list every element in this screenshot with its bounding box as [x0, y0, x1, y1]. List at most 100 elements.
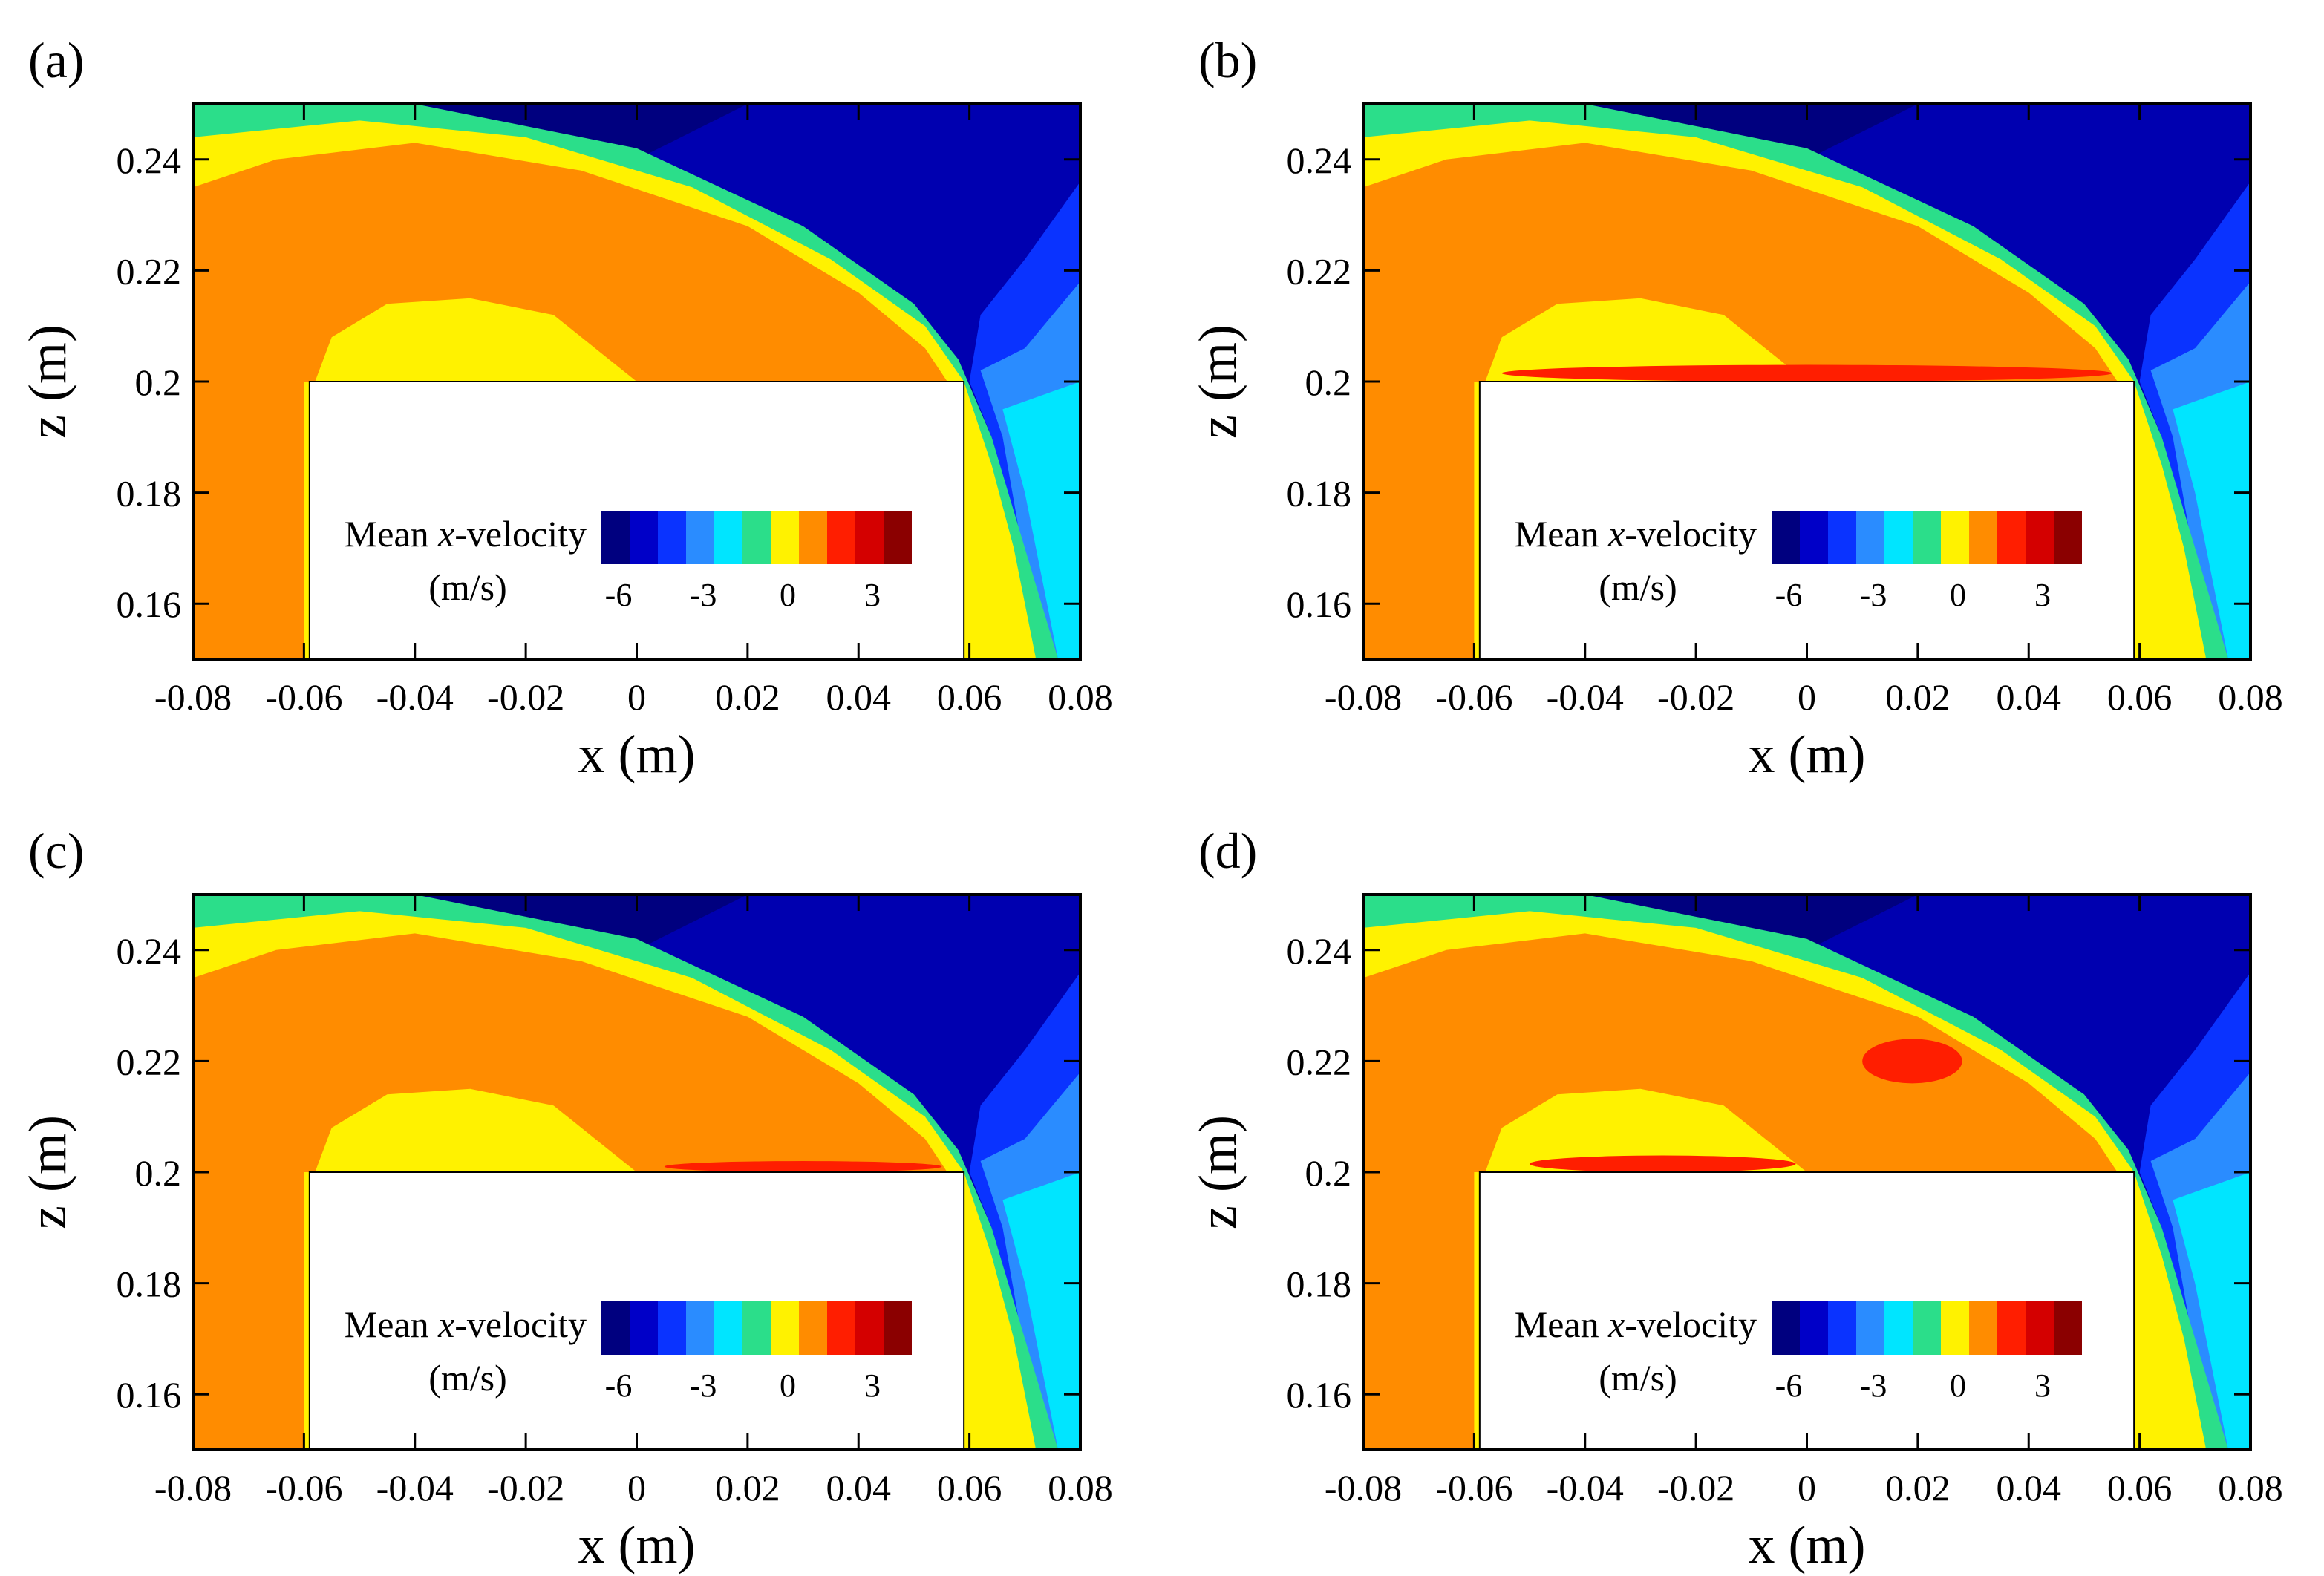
x-tick-label: -0.08 — [154, 1467, 232, 1508]
panel: -0.08 -0.06 -0.04 -0.02 0 0.02 0.04 0.06 0.08 0.1… — [18, 823, 1113, 1575]
legend-swatch — [1997, 1301, 2026, 1355]
x-tick-label: 0.06 — [937, 1467, 1002, 1508]
legend-swatch — [630, 1301, 658, 1355]
legend-tick-label: -3 — [690, 1367, 717, 1404]
legend-tick-label: 0 — [1950, 577, 1966, 613]
x-tick-label: -0.08 — [1325, 1467, 1402, 1508]
legend-tick-label: -3 — [690, 577, 717, 613]
legend-swatch — [827, 1301, 855, 1355]
x-tick-label: 0.04 — [826, 676, 892, 718]
panel: -0.08 -0.06 -0.04 -0.02 0 0.02 0.04 0.06 0.08 0.1… — [1188, 32, 2283, 784]
region-cyan — [2173, 1172, 2250, 1450]
legend-title-var: x — [437, 513, 454, 555]
legend-swatch — [1800, 511, 1828, 564]
x-tick-label: 0 — [1798, 1467, 1816, 1508]
legend-swatch — [1856, 1301, 1884, 1355]
x-tick-label: -0.08 — [1325, 676, 1402, 718]
legend-swatch — [771, 1301, 799, 1355]
legend-tick-label: 0 — [780, 577, 796, 613]
legend-swatch — [884, 511, 912, 564]
y-tick-label: 0.2 — [1305, 362, 1352, 403]
legend-title-var: x — [1607, 1304, 1625, 1345]
legend-swatch — [658, 1301, 686, 1355]
region-pocket — [1485, 298, 1807, 382]
x-axis-label: x (m) — [578, 725, 696, 784]
panel: -0.08 -0.06 -0.04 -0.02 0 0.02 0.04 0.06 0.08 0.1… — [1188, 823, 2283, 1575]
legend-title: Mean x-velocity — [345, 1304, 587, 1345]
legend-unit: (m/s) — [1599, 1357, 1677, 1399]
y-tick-label: 0.16 — [117, 583, 182, 625]
x-tick-label: 0.06 — [2107, 1467, 2173, 1508]
x-tick-label: 0 — [627, 676, 646, 718]
legend-swatch — [714, 1301, 742, 1355]
y-tick-label: 0.2 — [135, 1152, 182, 1194]
region-positive-red — [1530, 1155, 1796, 1172]
panel-label: (a) — [28, 32, 84, 88]
x-tick-label: 0.02 — [715, 676, 780, 718]
legend-swatch — [1997, 511, 2026, 564]
legend-tick-label: 0 — [1950, 1367, 1966, 1404]
x-tick-label: 0.06 — [2107, 676, 2173, 718]
legend-title-var: x — [437, 1304, 454, 1345]
x-axis-label: x (m) — [1749, 725, 1866, 784]
y-tick-label: 0.22 — [1287, 250, 1352, 292]
region-orange — [193, 933, 947, 1450]
region-positive-red — [1501, 364, 2112, 382]
y-tick-label: 0.18 — [117, 1263, 182, 1305]
legend-tick-label: -6 — [605, 577, 633, 613]
region-pocket — [315, 1088, 637, 1172]
legend-swatch — [799, 1301, 827, 1355]
legend-title-pre: Mean — [345, 513, 438, 555]
legend-swatch — [2026, 1301, 2054, 1355]
legend-swatch — [1913, 511, 1941, 564]
y-tick-label: 0.18 — [1287, 473, 1352, 514]
legend-swatch — [827, 511, 855, 564]
legend-swatch — [742, 511, 771, 564]
panel: -0.08 -0.06 -0.04 -0.02 0 0.02 0.04 0.06 0.08 0.1… — [18, 32, 1113, 784]
legend-title-pre: Mean — [345, 1304, 438, 1345]
legend-swatch — [1969, 511, 1997, 564]
y-tick-label: 0.18 — [117, 473, 182, 514]
legend-unit: (m/s) — [428, 566, 507, 608]
legend-tick-label: -6 — [1775, 577, 1803, 613]
legend-tick-label: -3 — [1860, 577, 1887, 613]
legend-title-post: -velocity — [454, 513, 587, 555]
legend-swatch — [1856, 511, 1884, 564]
y-tick-label: 0.2 — [1305, 1152, 1352, 1194]
region-negative — [1806, 895, 2250, 1450]
legend-title: Mean x-velocity — [1515, 1304, 1757, 1345]
legend-swatch — [1828, 1301, 1856, 1355]
legend-swatch — [1941, 511, 1969, 564]
legend-swatch — [2026, 511, 2054, 564]
y-tick-label: 0.18 — [1287, 1263, 1352, 1305]
region-negative — [636, 895, 1080, 1450]
legend-swatch — [1884, 511, 1913, 564]
legend-swatch — [855, 511, 884, 564]
y-tick-label: 0.2 — [135, 362, 182, 403]
legend-title: Mean x-velocity — [1515, 513, 1757, 555]
y-tick-label: 0.16 — [1287, 1374, 1352, 1416]
legend-swatch — [855, 1301, 884, 1355]
legend-tick-label: 3 — [2034, 577, 2051, 613]
panel-label: (c) — [28, 823, 84, 879]
legend-swatch — [630, 511, 658, 564]
x-tick-label: 0.04 — [1997, 1467, 2062, 1508]
legend-swatch — [884, 1301, 912, 1355]
x-tick-label: -0.06 — [1435, 676, 1512, 718]
legend-tick-label: -6 — [1775, 1367, 1803, 1404]
legend-swatch — [1772, 511, 1800, 564]
legend-tick-label: 0 — [780, 1367, 796, 1404]
x-tick-label: -0.02 — [487, 1467, 564, 1508]
x-tick-label: -0.06 — [265, 1467, 342, 1508]
x-tick-label: -0.02 — [487, 676, 564, 718]
legend-tick-label: 3 — [2034, 1367, 2051, 1404]
region-orange — [193, 143, 947, 659]
region-positive-red — [664, 1161, 942, 1172]
legend-swatch — [601, 1301, 630, 1355]
legend-title-post: -velocity — [1625, 1304, 1757, 1345]
x-tick-label: 0 — [627, 1467, 646, 1508]
region-pocket — [1485, 1088, 1807, 1172]
x-tick-label: -0.04 — [1547, 1467, 1624, 1508]
panel-label: (d) — [1198, 823, 1257, 879]
legend-swatch — [1969, 1301, 1997, 1355]
